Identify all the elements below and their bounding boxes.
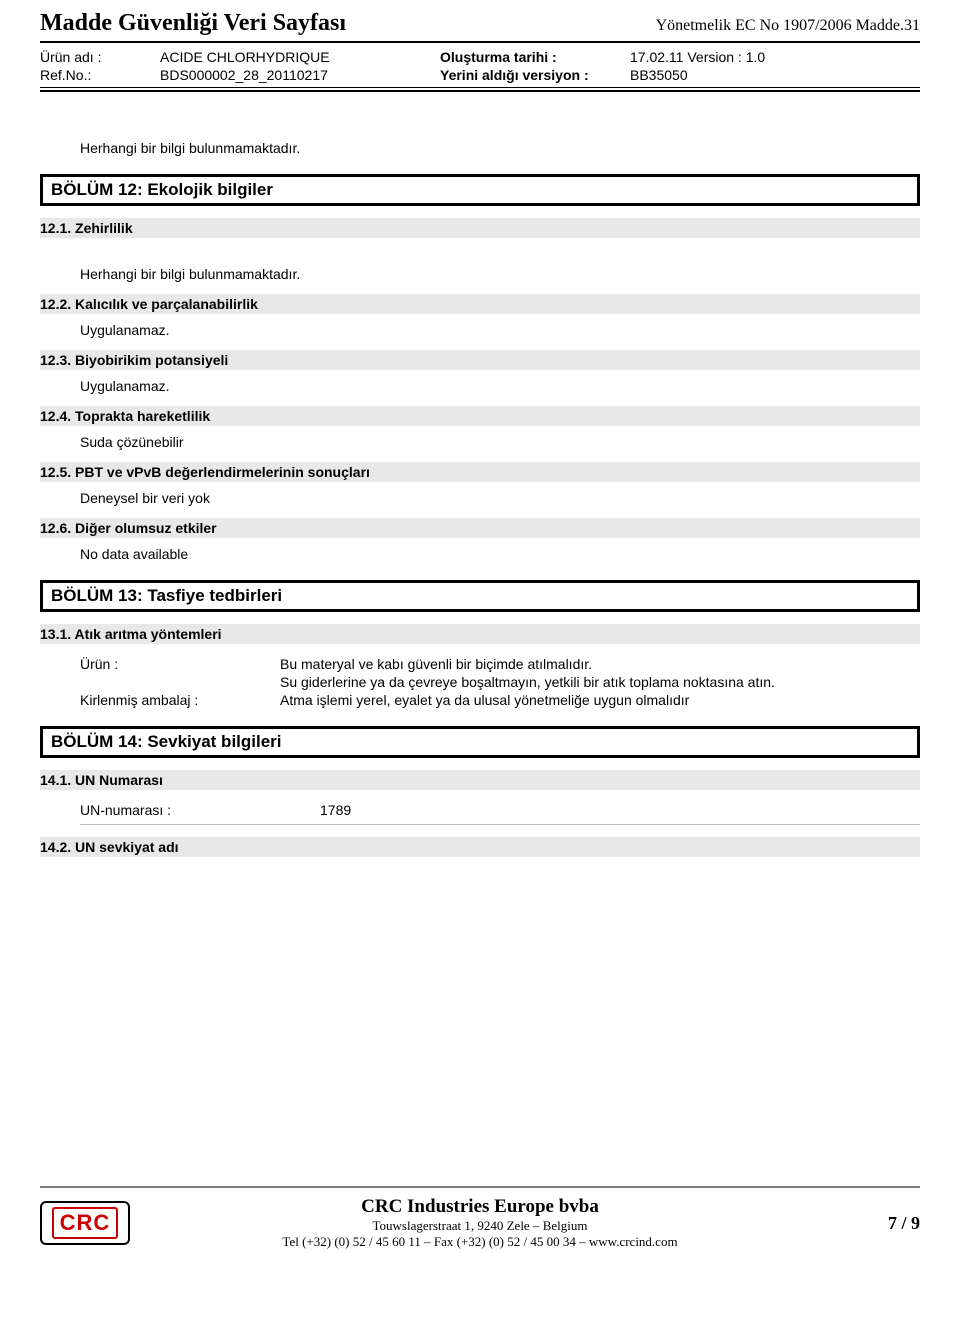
sub-12-5: 12.5. PBT ve vPvB değerlendirmelerinin s…	[40, 462, 920, 482]
crc-logo: CRC	[40, 1201, 130, 1245]
sub-12-1: 12.1. Zehirlilik	[40, 218, 920, 238]
logo-text: CRC	[52, 1207, 119, 1239]
meta-grid: Ürün adı : ACIDE CHLORHYDRIQUE Oluşturma…	[40, 43, 920, 87]
created-value: 17.02.11 Version : 1.0	[630, 49, 920, 65]
text-line: Deneysel bir veri yok	[80, 490, 920, 506]
product-value: ACIDE CHLORHYDRIQUE	[160, 49, 440, 65]
section-13-header: BÖLÜM 13: Tasfiye tedbirleri	[40, 580, 920, 612]
un-number-row: UN-numarası : 1789	[80, 796, 920, 825]
kv-val: Bu materyal ve kabı güvenli bir biçimde …	[280, 656, 920, 672]
sub-12-4: 12.4. Toprakta hareketlilik	[40, 406, 920, 426]
replaces-label: Yerini aldığı versiyon :	[440, 67, 630, 83]
product-label: Ürün adı :	[40, 49, 160, 65]
sub-14-2: 14.2. UN sevkiyat adı	[40, 837, 920, 857]
kv-val: Atma işlemi yerel, eyalet ya da ulusal y…	[280, 692, 920, 708]
page-title: Madde Güvenliği Veri Sayfası	[40, 10, 346, 37]
kv-val: Su giderlerine ya da çevreye boşaltmayın…	[280, 674, 920, 690]
page-number: 7 / 9	[830, 1213, 920, 1234]
text-line: Herhangi bir bilgi bulunmamaktadır.	[80, 266, 920, 282]
text-line: Uygulanamaz.	[80, 322, 920, 338]
kv-key: Ürün :	[80, 656, 280, 672]
un-value: 1789	[320, 802, 920, 818]
sub-12-2: 12.2. Kalıcılık ve parçalanabilirlik	[40, 294, 920, 314]
un-label: UN-numarası :	[80, 802, 320, 818]
text-line: No data available	[80, 546, 920, 562]
sub-12-3: 12.3. Biyobirikim potansiyeli	[40, 350, 920, 370]
replaces-value: BB35050	[630, 67, 920, 83]
footer-contact: Tel (+32) (0) 52 / 45 60 11 – Fax (+32) …	[130, 1234, 830, 1250]
kv-key	[80, 674, 280, 690]
sub-13-1: 13.1. Atık arıtma yöntemleri	[40, 624, 920, 644]
text-line: Herhangi bir bilgi bulunmamaktadır.	[40, 140, 920, 156]
disposal-table: Ürün : Bu materyal ve kabı güvenli bir b…	[80, 656, 920, 708]
section-12-header: BÖLÜM 12: Ekolojik bilgiler	[40, 174, 920, 206]
text-line: Suda çözünebilir	[80, 434, 920, 450]
text-line: Uygulanamaz.	[80, 378, 920, 394]
created-label: Oluşturma tarihi :	[440, 49, 630, 65]
ref-value: BDS000002_28_20110217	[160, 67, 440, 83]
footer-address: Touwslagerstraat 1, 9240 Zele – Belgium	[130, 1218, 830, 1234]
page-footer: CRC CRC Industries Europe bvba Touwslage…	[40, 1186, 920, 1250]
regulation-text: Yönetmelik EC No 1907/2006 Madde.31	[656, 17, 920, 35]
section-14-header: BÖLÜM 14: Sevkiyat bilgileri	[40, 726, 920, 758]
sub-12-6: 12.6. Diğer olumsuz etkiler	[40, 518, 920, 538]
footer-company: CRC Industries Europe bvba	[130, 1196, 830, 1218]
ref-label: Ref.No.:	[40, 67, 160, 83]
sub-14-1: 14.1. UN Numarası	[40, 770, 920, 790]
kv-key: Kirlenmiş ambalaj :	[80, 692, 280, 708]
